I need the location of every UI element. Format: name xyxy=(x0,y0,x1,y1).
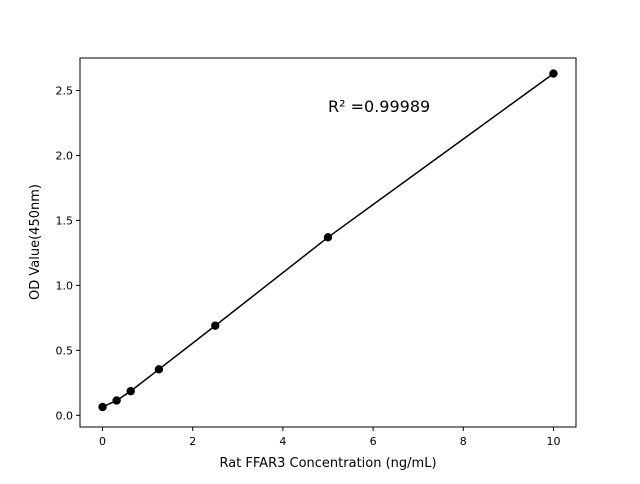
y-tick-label: 0.5 xyxy=(56,344,74,357)
x-tick-label: 8 xyxy=(460,435,467,448)
y-axis-label: OD Value(450nm) xyxy=(28,184,43,300)
data-point xyxy=(549,69,558,78)
data-point xyxy=(323,233,333,242)
y-tick-label: 1.5 xyxy=(56,214,74,227)
x-axis-label: Rat FFAR3 Concentration (ng/mL) xyxy=(219,456,436,471)
data-point xyxy=(98,402,107,412)
data-point xyxy=(211,321,220,330)
plot-marks xyxy=(98,69,558,412)
y-tick-label: 2.0 xyxy=(56,149,74,162)
data-point xyxy=(112,396,121,405)
data-point xyxy=(154,365,164,374)
y-tick-label: 0.0 xyxy=(56,409,74,422)
plot-frame xyxy=(79,57,577,428)
y-tick-label: 1.0 xyxy=(56,279,74,292)
x-tick-label: 6 xyxy=(370,435,377,448)
y-tick-label: 2.5 xyxy=(56,84,74,97)
y-axis: 0.0 0.5 1.0 1.5 2.0 2.5 xyxy=(56,84,80,422)
r-squared-annotation: R² =0.99989 xyxy=(328,97,430,116)
x-tick-label: 4 xyxy=(279,435,286,448)
data-point xyxy=(126,386,135,396)
x-tick-label: 10 xyxy=(546,435,560,448)
x-tick-label: 0 xyxy=(99,435,106,448)
x-tick-label: 2 xyxy=(189,435,196,448)
x-axis: 0 2 4 6 8 10 xyxy=(99,427,560,448)
